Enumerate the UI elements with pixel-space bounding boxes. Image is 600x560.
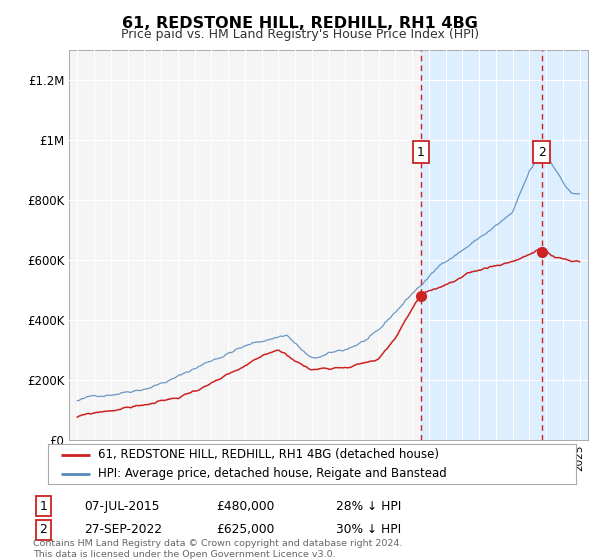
Text: HPI: Average price, detached house, Reigate and Banstead: HPI: Average price, detached house, Reig…	[98, 467, 447, 480]
Text: 1: 1	[417, 146, 425, 158]
Text: 27-SEP-2022: 27-SEP-2022	[84, 523, 162, 536]
Text: 61, REDSTONE HILL, REDHILL, RH1 4BG: 61, REDSTONE HILL, REDHILL, RH1 4BG	[122, 16, 478, 31]
Text: 2: 2	[538, 146, 546, 158]
Text: Price paid vs. HM Land Registry's House Price Index (HPI): Price paid vs. HM Land Registry's House …	[121, 28, 479, 41]
Text: 2: 2	[39, 523, 47, 536]
Text: £480,000: £480,000	[216, 500, 274, 513]
Text: 28% ↓ HPI: 28% ↓ HPI	[336, 500, 401, 513]
Text: 1: 1	[39, 500, 47, 513]
Text: Contains HM Land Registry data © Crown copyright and database right 2024.
This d: Contains HM Land Registry data © Crown c…	[33, 539, 403, 559]
Text: 61, REDSTONE HILL, REDHILL, RH1 4BG (detached house): 61, REDSTONE HILL, REDHILL, RH1 4BG (det…	[98, 449, 439, 461]
Text: 07-JUL-2015: 07-JUL-2015	[84, 500, 160, 513]
Text: 30% ↓ HPI: 30% ↓ HPI	[336, 523, 401, 536]
Bar	[421, 50, 588, 440]
Text: £625,000: £625,000	[216, 523, 274, 536]
